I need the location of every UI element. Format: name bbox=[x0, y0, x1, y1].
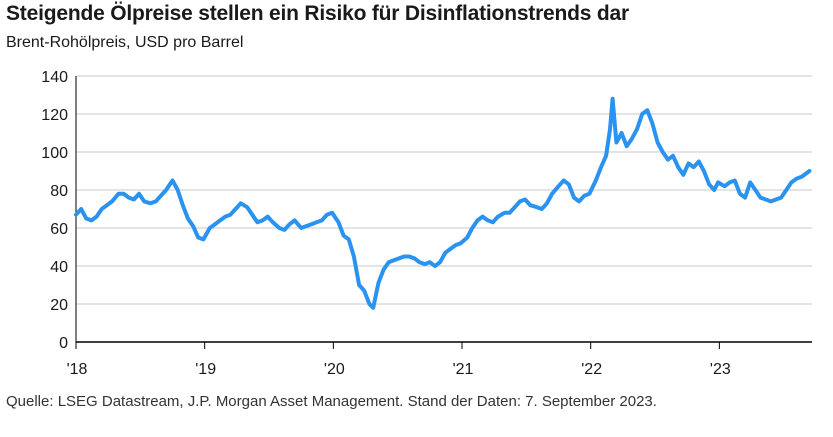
series-group bbox=[74, 96, 812, 310]
series-line-0 bbox=[74, 96, 812, 310]
chart-title: Steigende Ölpreise stellen ein Risiko fü… bbox=[6, 2, 629, 25]
gridlines bbox=[76, 75, 812, 305]
y-tick-label-80: 80 bbox=[50, 183, 68, 200]
source-note: Quelle: LSEG Datastream, J.P. Morgan Ass… bbox=[6, 393, 657, 410]
x-tick-label-2020: '20 bbox=[324, 361, 345, 378]
y-tick-label-140: 140 bbox=[41, 69, 68, 86]
y-tick-label-0: 0 bbox=[59, 335, 68, 352]
x-tick-label-2023: '23 bbox=[710, 361, 731, 378]
y-tick-label-60: 60 bbox=[50, 221, 68, 238]
x-tick-label-2022: '22 bbox=[581, 361, 602, 378]
y-tick-label-100: 100 bbox=[41, 145, 68, 162]
y-axis-ticks: 0 20 40 60 80 100 120 140 bbox=[41, 69, 68, 352]
y-tick-label-120: 120 bbox=[41, 107, 68, 124]
x-tick-label-2018: '18 bbox=[67, 361, 88, 378]
y-tick-label-40: 40 bbox=[50, 259, 68, 276]
x-tick-label-2019: '19 bbox=[195, 361, 216, 378]
y-tick-label-20: 20 bbox=[50, 297, 68, 314]
chart-subtitle: Brent-Rohölpreis, USD pro Barrel bbox=[6, 34, 244, 51]
brent-price-chart: 0 20 40 60 80 100 120 140 '18 '19 '20 '21 '22 '23 bbox=[41, 69, 812, 378]
x-axis-ticks: '18 '19 '20 '21 '22 '23 bbox=[67, 342, 731, 378]
x-tick-label-2021: '21 bbox=[453, 361, 474, 378]
